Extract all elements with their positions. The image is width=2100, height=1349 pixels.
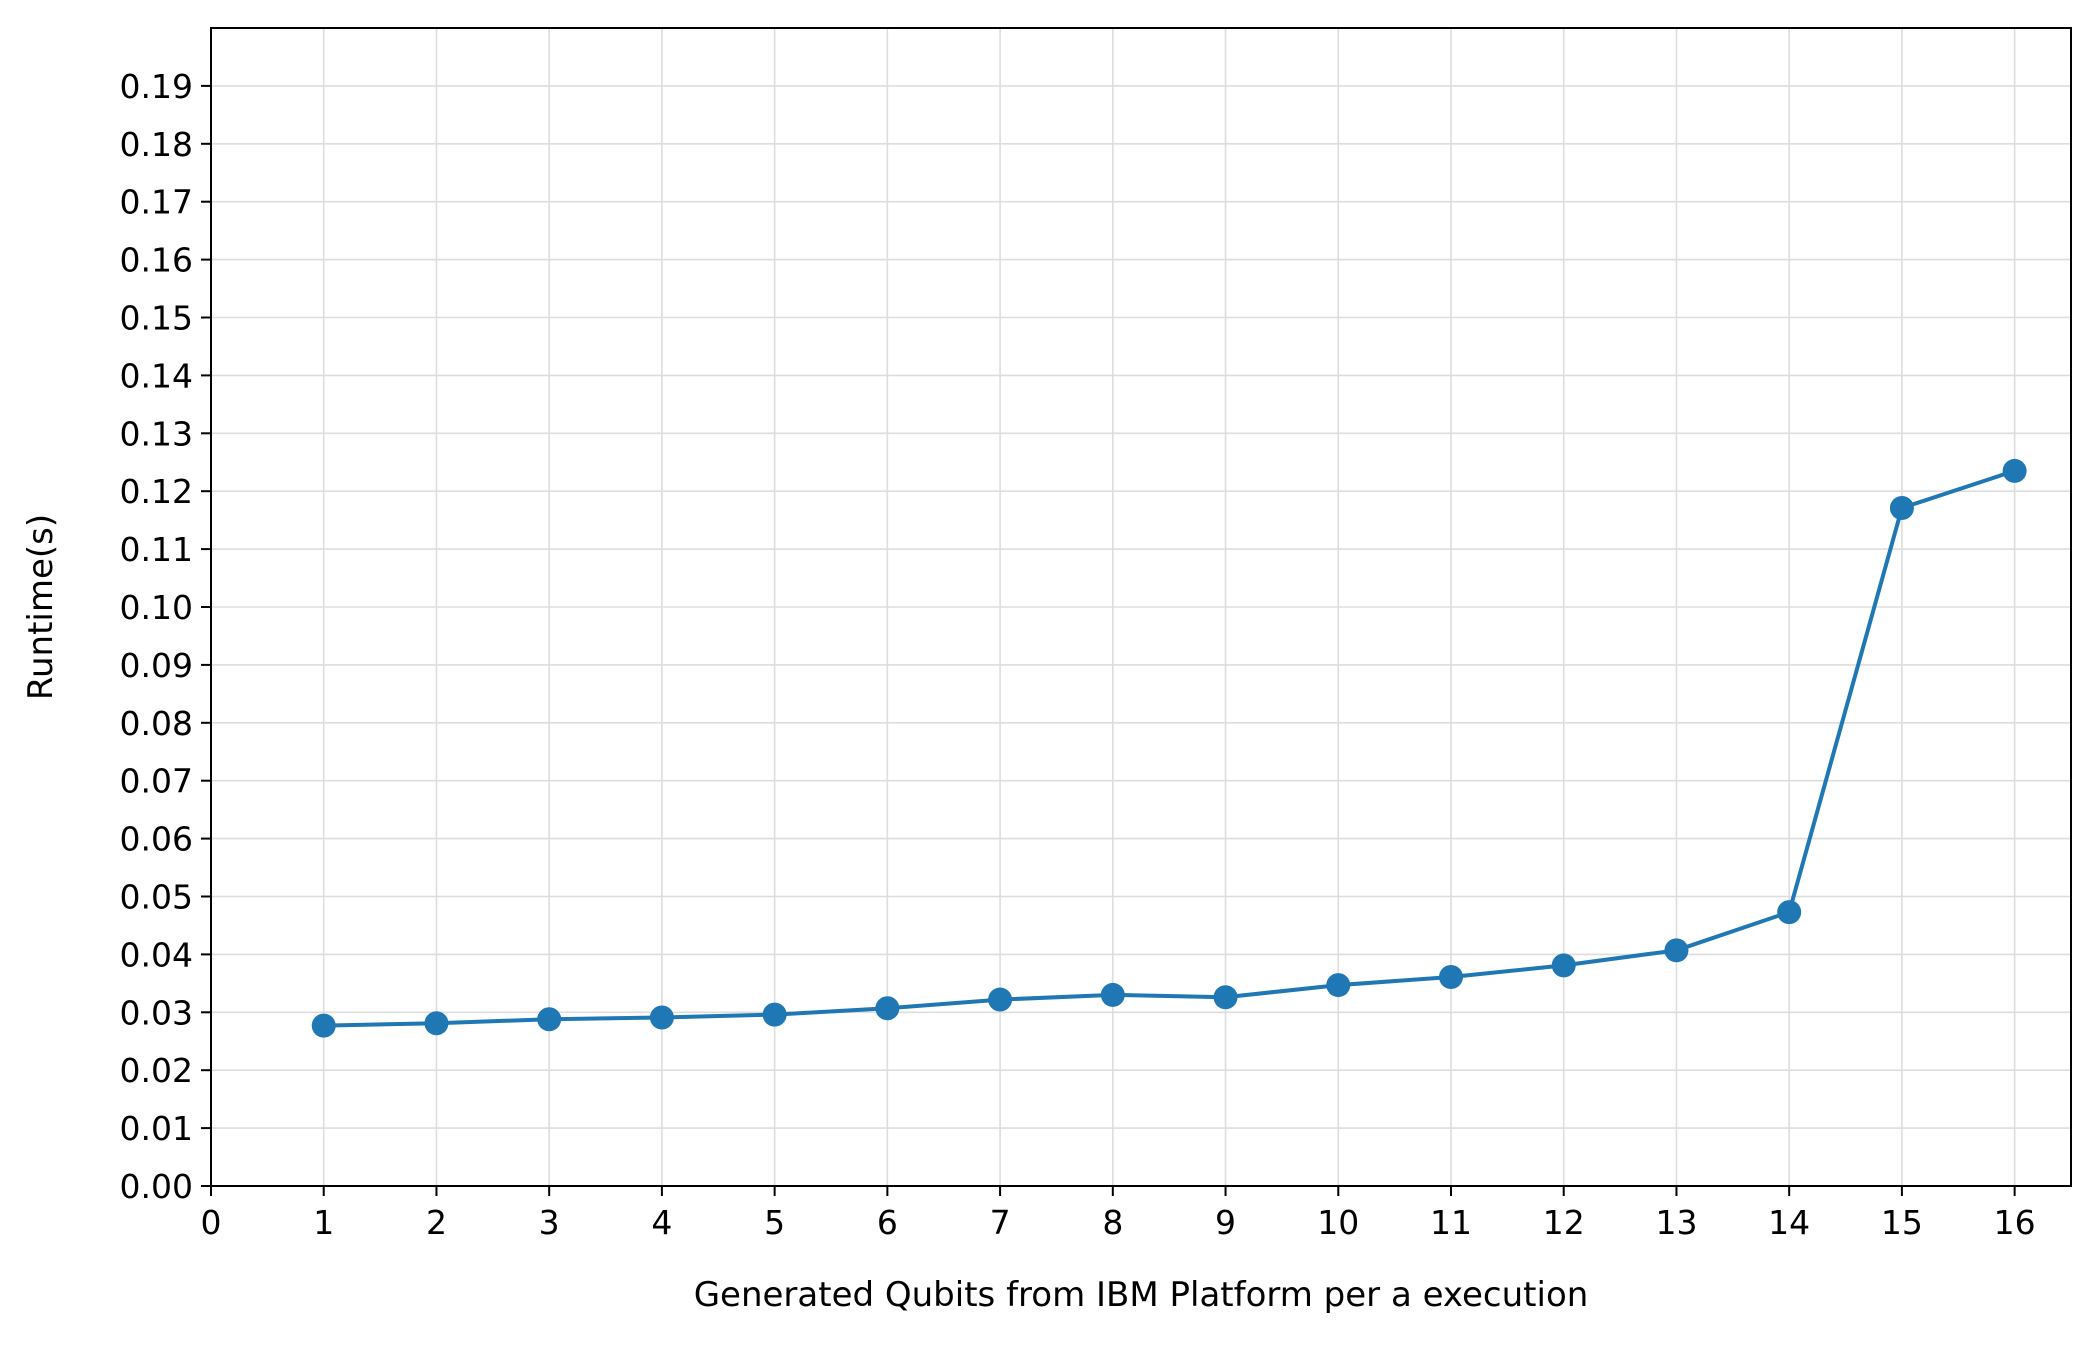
y-tick-label: 0.08 [120, 704, 193, 743]
data-point [875, 996, 900, 1021]
data-point [2002, 458, 2027, 483]
x-tick-label: 16 [1994, 1203, 2036, 1242]
y-tick-label: 0.17 [120, 183, 193, 222]
x-tick-label: 14 [1768, 1203, 1810, 1242]
x-tick-label: 1 [313, 1203, 334, 1242]
data-point [1213, 985, 1238, 1010]
x-tick-label: 9 [1215, 1203, 1236, 1242]
x-tick-label: 2 [426, 1203, 447, 1242]
y-tick-label: 0.16 [120, 241, 193, 280]
x-tick-label: 15 [1881, 1203, 1923, 1242]
x-tick-label: 7 [990, 1203, 1011, 1242]
y-tick-label: 0.05 [120, 878, 193, 917]
y-tick-label: 0.13 [120, 414, 193, 453]
y-tick-label: 0.00 [120, 1167, 193, 1206]
data-point [1326, 973, 1351, 998]
data-point [1551, 953, 1576, 978]
x-tick-label: 4 [651, 1203, 672, 1242]
y-tick-label: 0.10 [120, 588, 193, 627]
x-tick-label: 5 [764, 1203, 785, 1242]
x-tick-label: 0 [201, 1203, 222, 1242]
y-tick-label: 0.03 [120, 993, 193, 1032]
y-tick-label: 0.07 [120, 762, 193, 801]
y-tick-label: 0.01 [120, 1109, 193, 1148]
data-point [1664, 938, 1689, 963]
series-line [323, 469, 2016, 1028]
y-tick-label: 0.06 [120, 820, 193, 859]
x-tick-label: 13 [1655, 1203, 1697, 1242]
y-tick-label: 0.09 [120, 646, 193, 685]
y-tick-label: 0.11 [120, 530, 193, 569]
y-axis-label: Runtime(s) [21, 514, 61, 700]
data-point [311, 1013, 336, 1038]
data-point [1100, 982, 1125, 1007]
y-tick-label: 0.19 [120, 67, 193, 106]
grid [210, 28, 2071, 1187]
x-tick-label: 10 [1317, 1203, 1359, 1242]
data-point [424, 1011, 449, 1036]
y-tick-label: 0.15 [120, 299, 193, 338]
series-layer [311, 458, 2027, 1038]
x-tick-label: 6 [877, 1203, 898, 1242]
data-point [762, 1002, 787, 1027]
ticks: 0 1 2 3 4 5 6 7 8 9 10 11 12 13 14 15 160.000.010.020.03… [120, 67, 2036, 1242]
x-tick-label: 11 [1430, 1203, 1472, 1242]
data-point [988, 987, 1013, 1012]
x-tick-label: 8 [1102, 1203, 1123, 1242]
data-point [537, 1007, 562, 1032]
x-tick-label: 3 [539, 1203, 560, 1242]
data-point [1777, 900, 1802, 925]
y-tick-label: 0.14 [120, 356, 193, 395]
y-tick-label: 0.18 [120, 125, 193, 164]
data-point [1439, 964, 1463, 989]
y-tick-label: 0.02 [120, 1051, 193, 1090]
y-tick-label: 0.04 [120, 935, 193, 974]
x-axis-label: Generated Qubits from IBM Platform per a… [694, 1275, 1589, 1315]
y-tick-label: 0.12 [120, 472, 193, 511]
x-tick-label: 12 [1543, 1203, 1585, 1242]
data-point [1889, 495, 1914, 520]
data-point [649, 1005, 674, 1030]
